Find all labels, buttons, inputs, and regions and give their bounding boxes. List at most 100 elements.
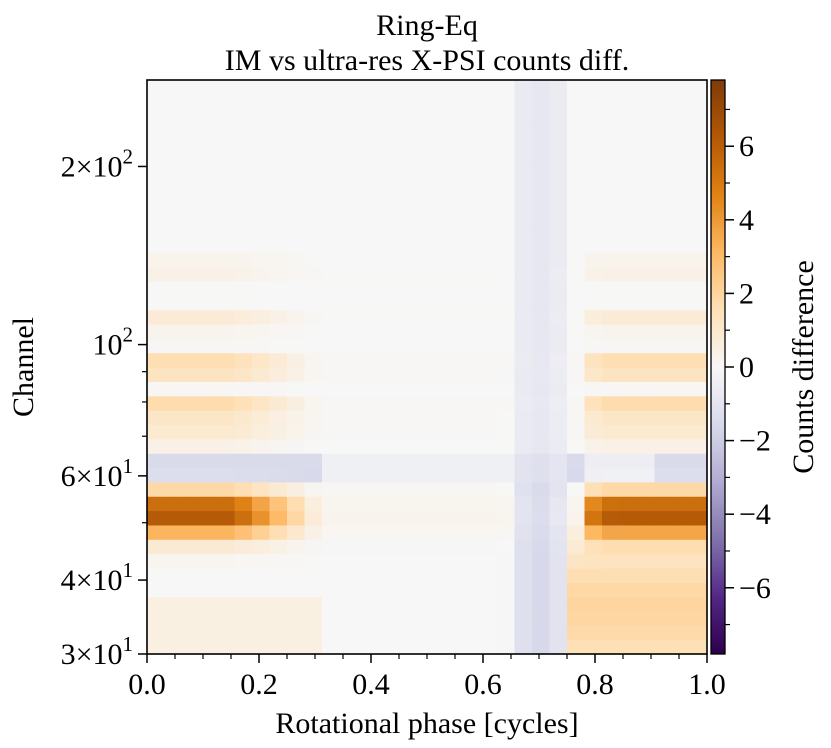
heatmap-cell [602, 610, 621, 626]
heatmap-cell [339, 209, 358, 225]
heatmap-cell [252, 524, 271, 540]
heatmap-cell [462, 524, 481, 540]
heatmap-cell [322, 151, 341, 167]
heatmap-cell [584, 639, 603, 655]
heatmap-cell [269, 338, 288, 354]
heatmap-cell [567, 367, 586, 382]
heatmap-cell [427, 194, 446, 210]
heatmap-cell [497, 223, 516, 239]
heatmap-cell [252, 108, 271, 124]
heatmap-cell [409, 625, 428, 641]
heatmap-cell [584, 625, 603, 641]
heatmap-cell [514, 582, 533, 598]
heatmap-cell [619, 151, 638, 167]
heatmap-cell [234, 610, 253, 626]
heatmap-cell [357, 252, 376, 268]
heatmap-cell [444, 410, 463, 425]
heatmap-cell [182, 367, 201, 382]
heatmap-cell [182, 209, 201, 225]
heatmap-cell [462, 625, 481, 641]
heatmap-cell [217, 295, 236, 311]
heatmap-cell [164, 252, 183, 268]
heatmap-cell [549, 596, 568, 612]
heatmap-cell [374, 596, 393, 612]
heatmap-cell [199, 553, 218, 569]
heatmap-cell [287, 323, 306, 339]
heatmap-cell [654, 625, 673, 641]
heatmap-cell [234, 338, 253, 354]
heatmap-cell [287, 467, 306, 483]
heatmap-cell [217, 610, 236, 626]
heatmap-cell [637, 352, 656, 368]
heatmap-cell [164, 610, 183, 626]
heatmap-cell [584, 151, 603, 167]
heatmap-cell [147, 209, 166, 225]
heatmap-cell [164, 266, 183, 282]
heatmap-cell [689, 567, 708, 583]
heatmap-cell [584, 367, 603, 382]
heatmap-cell [497, 567, 516, 583]
heatmap-cell [234, 309, 253, 325]
heatmap-cell [199, 295, 218, 311]
heatmap-cell [164, 94, 183, 110]
heatmap-cell [444, 395, 463, 411]
heatmap-cell [497, 108, 516, 124]
heatmap-cell [479, 194, 498, 210]
heatmap-cell [689, 438, 708, 454]
heatmap-cell [147, 567, 166, 583]
heatmap-cell [444, 625, 463, 641]
heatmap-cell [357, 467, 376, 483]
heatmap-cell [409, 410, 428, 425]
heatmap-cell [182, 123, 201, 138]
heatmap-cell [427, 539, 446, 555]
heatmap-cell [409, 151, 428, 167]
heatmap-cell [462, 180, 481, 196]
heatmap-cell [199, 410, 218, 425]
heatmap-cell [269, 123, 288, 138]
heatmap-cell [374, 180, 393, 196]
heatmap-cell [427, 553, 446, 569]
heatmap-cell [602, 381, 621, 397]
heatmap-cell [637, 266, 656, 282]
heatmap-cell [654, 582, 673, 598]
x-tick-label: 0.0 [128, 668, 166, 701]
heatmap-cell [514, 166, 533, 182]
heatmap-cell [409, 252, 428, 268]
heatmap-cell [689, 137, 708, 153]
heatmap-cell [672, 467, 691, 483]
heatmap-cell [217, 80, 236, 95]
heatmap-cell [357, 496, 376, 512]
heatmap-cell [619, 80, 638, 95]
heatmap-cell [147, 410, 166, 425]
heatmap-cell [532, 309, 551, 325]
heatmap-cell [462, 309, 481, 325]
heatmap-cell [584, 610, 603, 626]
heatmap-cell [567, 481, 586, 497]
heatmap-cell [514, 596, 533, 612]
heatmap-cell [654, 367, 673, 382]
heatmap-cell [269, 352, 288, 368]
heatmap-cell [269, 553, 288, 569]
heatmap-cell [532, 223, 551, 239]
heatmap-cell [357, 166, 376, 182]
heatmap-cell [322, 209, 341, 225]
heatmap-cell [217, 123, 236, 138]
heatmap-cell [269, 410, 288, 425]
heatmap-cell [234, 80, 253, 95]
heatmap-cell [252, 280, 271, 296]
heatmap-cell [637, 510, 656, 526]
heatmap-cell [619, 123, 638, 138]
heatmap-cell [654, 266, 673, 282]
heatmap-cell [287, 295, 306, 311]
heatmap-cell [462, 510, 481, 526]
heatmap-cell [672, 137, 691, 153]
heatmap-cell [322, 323, 341, 339]
heatmap-cell [217, 553, 236, 569]
heatmap-cell [602, 252, 621, 268]
heatmap-cell [392, 80, 411, 95]
heatmap-cell [567, 80, 586, 95]
heatmap-cell [392, 524, 411, 540]
heatmap-cell [479, 539, 498, 555]
heatmap-cell [234, 424, 253, 440]
heatmap-cell [602, 625, 621, 641]
